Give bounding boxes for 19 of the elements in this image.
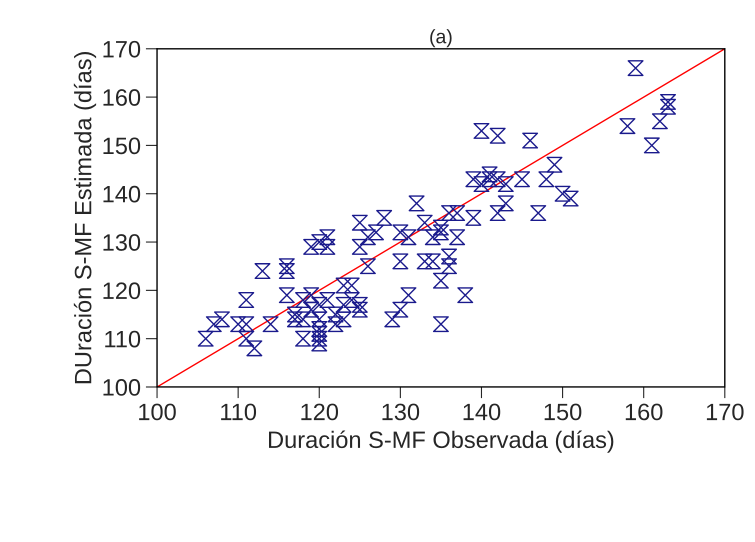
y-tick-label: 120 — [103, 282, 140, 300]
x-tick-label: 110 — [221, 404, 256, 420]
y-tick-label: 100 — [103, 379, 140, 396]
y-tick-label: 110 — [105, 330, 140, 348]
y-tick-label: 140 — [103, 186, 140, 203]
y-axis-title: DUración S-MF Estimada (días) — [74, 52, 96, 384]
x-tick-label: 160 — [626, 404, 662, 420]
x-tick-label: 120 — [301, 404, 338, 420]
x-tick-label: 150 — [544, 404, 582, 420]
y-tick-label: 170 — [103, 40, 140, 58]
chart-title: (a) — [430, 29, 452, 48]
x-axis-title: Duración S-MF Observada (días) — [269, 430, 614, 453]
x-tick-label: 170 — [706, 404, 744, 420]
y-tick-label: 160 — [103, 89, 140, 106]
y-tick-label: 130 — [103, 234, 140, 251]
x-tick-label: 140 — [464, 404, 500, 420]
y-tick-label: 150 — [103, 137, 140, 154]
x-tick-label: 130 — [382, 404, 420, 420]
x-tick-label: 100 — [139, 404, 176, 420]
